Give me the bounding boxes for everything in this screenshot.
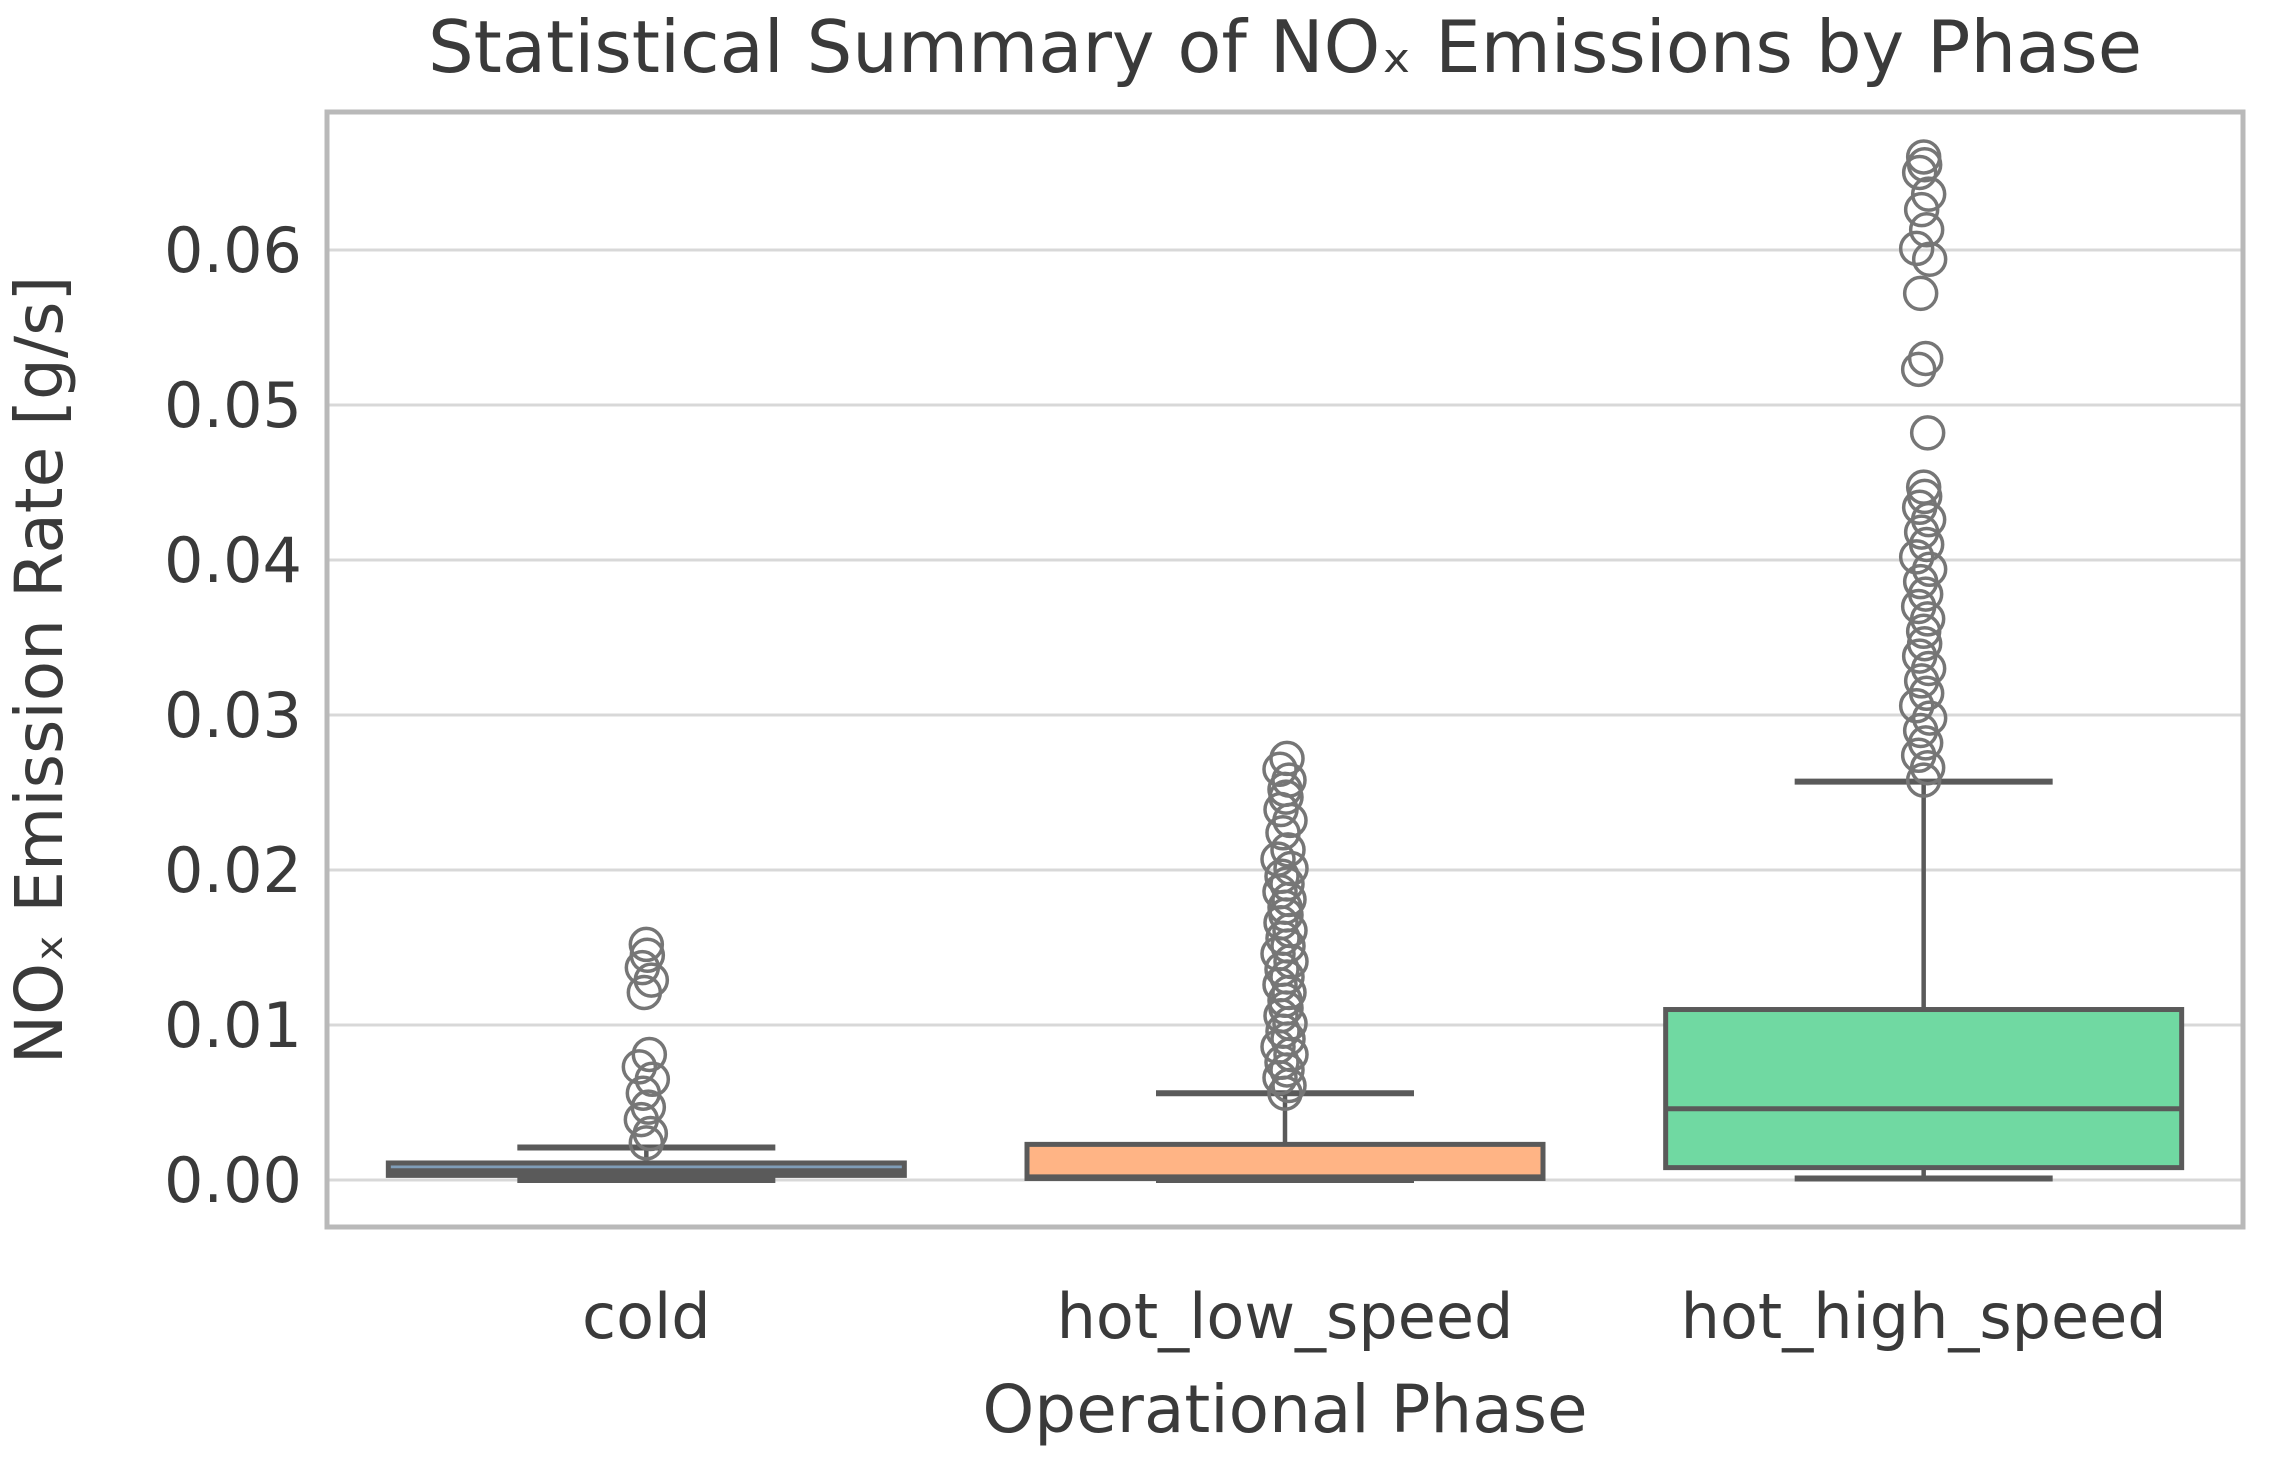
outlier-hot_high_speed — [1906, 625, 1943, 662]
outlier-cold — [630, 1089, 667, 1125]
y-tick-0.06: 0.06 — [164, 214, 302, 287]
outlier-hot_low_speed — [1270, 832, 1306, 868]
outlier-hot_high_speed — [1910, 650, 1947, 687]
outlier-cold — [629, 937, 666, 974]
outlier-hot_low_speed — [1264, 858, 1300, 894]
outlier-cold — [631, 1036, 668, 1073]
y-tick-0.05: 0.05 — [164, 369, 302, 442]
y-tick-0.00: 0.00 — [164, 1144, 302, 1217]
y-tick-0.02: 0.02 — [164, 834, 302, 907]
outlier-hot_high_speed — [1905, 139, 1942, 175]
outlier-hot_high_speed — [1903, 191, 1940, 228]
outlier-hot_high_speed — [1909, 415, 1946, 451]
x-tick-hot_low_speed: hot_low_speed — [1057, 1280, 1514, 1353]
y-tick-0.04: 0.04 — [164, 524, 302, 597]
outlier-hot_high_speed — [1910, 176, 1947, 212]
outlier-hot_high_speed — [1911, 551, 1948, 588]
outlier-hot_high_speed — [1909, 601, 1946, 637]
outlier-cold — [628, 926, 665, 963]
outlier-hot_high_speed — [1902, 563, 1939, 600]
y-tick-0.01: 0.01 — [164, 989, 302, 1062]
x-tick-hot_high_speed: hot_high_speed — [1681, 1280, 2167, 1353]
outlier-hot_high_speed — [1901, 154, 1938, 191]
x-axis-label: Operational Phase — [982, 1371, 1587, 1448]
outlier-cold — [634, 1061, 671, 1098]
outlier-hot_high_speed — [1898, 230, 1935, 267]
outlier-hot_low_speed — [1272, 802, 1308, 839]
x-tick-cold: cold — [582, 1280, 711, 1353]
outlier-hot_low_speed — [1269, 866, 1305, 902]
outlier-hot_high_speed — [1911, 241, 1948, 278]
box-hot_low_speed — [1024, 1141, 1546, 1181]
outlier-hot_low_speed — [1271, 762, 1307, 798]
outlier-hot_low_speed — [1262, 751, 1298, 788]
outlier-hot_high_speed — [1907, 340, 1944, 377]
outlier-cold — [621, 1049, 658, 1085]
x-tick-labels: cold hot_low_speed hot_high_speed — [582, 1280, 2167, 1353]
outlier-hot_high_speed — [1905, 469, 1942, 505]
plot-frame — [324, 109, 2246, 1230]
outlier-hot_high_speed — [1908, 212, 1945, 248]
outlier-hot_high_speed — [1911, 700, 1948, 736]
box-hot_high_speed — [1663, 1007, 2185, 1171]
outlier-cold — [633, 962, 670, 998]
y-axis-label: NOₓ Emission Rate [g/s] — [1, 276, 78, 1065]
chart-title: Statistical Summary of NOₓ Emissions by … — [428, 5, 2142, 89]
y-tick-0.03: 0.03 — [164, 679, 302, 752]
outliers — [621, 139, 1948, 1161]
y-tick-labels: 0.00 0.01 0.02 0.03 0.04 0.05 0.06 — [164, 214, 302, 1217]
outlier-hot_high_speed — [1902, 712, 1939, 749]
boxes — [385, 778, 2185, 1184]
outlier-hot_high_speed — [1900, 351, 1937, 388]
outlier-hot_low_speed — [1269, 740, 1305, 777]
outlier-hot_high_speed — [1909, 749, 1946, 786]
gridlines — [327, 248, 2243, 1182]
outlier-hot_high_speed — [1898, 539, 1935, 575]
outlier-hot_high_speed — [1898, 687, 1935, 724]
outlier-hot_low_speed — [1260, 841, 1296, 877]
outlier-hot_high_speed — [1902, 275, 1939, 312]
